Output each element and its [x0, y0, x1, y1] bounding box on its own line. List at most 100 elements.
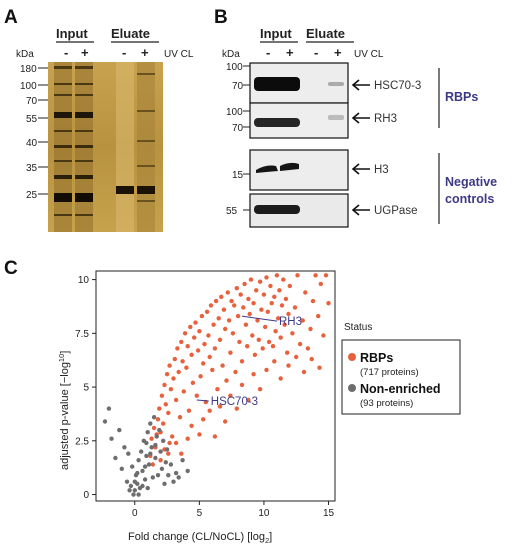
rbp-point [229, 298, 234, 304]
rbp-point [173, 440, 179, 446]
rbp-point [185, 436, 190, 441]
rbp-point [182, 331, 188, 336]
rbp-point [234, 286, 239, 291]
nonenriched-point [119, 466, 125, 471]
annotation-label: HSC70-3 [211, 396, 258, 408]
panel-a-cond-2: + [81, 45, 89, 60]
axis-ticks: 0 5 10 15 0 2.5 5 7.5 10 [75, 275, 334, 519]
rbp-point [305, 346, 311, 351]
rbp-point [238, 292, 243, 297]
nonenriched-point [153, 455, 158, 461]
rbp-point [179, 339, 184, 345]
chart-annotations: RH3 HSC70-3 [196, 315, 302, 408]
rbp-point [171, 376, 176, 381]
rbp-point [281, 277, 286, 282]
rbp-point [251, 301, 256, 306]
blot1-marker-70: 70 [232, 81, 244, 92]
panel-a-marker-25: 25 [26, 190, 38, 201]
rbp-point [172, 356, 177, 362]
rbp-point [207, 354, 212, 360]
rbp-point [326, 301, 331, 306]
rbp-point [251, 372, 256, 377]
rbp-point [225, 290, 230, 295]
rbp-point [167, 363, 172, 368]
panel-b-uv-label: UV CL [354, 49, 384, 60]
blot1-marker-100: 100 [226, 62, 243, 73]
x-tick-label: 15 [323, 508, 335, 519]
rbp-point [276, 316, 281, 321]
rbp-point [158, 458, 163, 463]
rbp-point [287, 283, 292, 289]
blot3-marker-15: 15 [232, 170, 244, 181]
nonenriched-point [136, 492, 141, 497]
rbp-point [186, 408, 192, 413]
rbp-point [201, 417, 206, 422]
panel-c-letter: C [4, 258, 18, 279]
panel-a-input-header: Input [56, 26, 88, 41]
rbp-point [313, 273, 318, 278]
gel-eluate-lanes [116, 62, 155, 232]
nonenriched-point [139, 449, 144, 454]
nonenriched-point [153, 442, 158, 448]
panel-a-marker-70: 70 [26, 96, 38, 107]
rbp-point [316, 313, 321, 319]
rbp-point [220, 363, 225, 368]
x-axis-label: Fold change (CL/NoCL) [log2] [128, 531, 272, 545]
rbp-point [150, 462, 155, 467]
rbp-point [286, 363, 291, 368]
rbp-point [189, 423, 194, 428]
blot-rh3: 100 70 RH3 [226, 102, 397, 139]
nonenriched-point [145, 430, 150, 435]
rbp-point [176, 369, 181, 375]
nonenriched-point [154, 434, 159, 439]
rbp-point [230, 331, 236, 336]
chart-legend: Status RBPs (717 proteins) Non-enriched … [341, 322, 461, 415]
panel-b-letter: B [214, 7, 228, 28]
rbp-point [213, 298, 219, 304]
rbp-point [204, 309, 210, 314]
nonenriched-point [157, 427, 162, 433]
rbp-point [252, 352, 258, 357]
rbp-point [323, 273, 329, 278]
y-tick-label: 0 [83, 490, 89, 501]
rbp-point [270, 344, 276, 349]
rbp-point [181, 389, 186, 394]
nonenriched-point [132, 479, 137, 484]
rbp-point [301, 369, 307, 375]
rbp-point [190, 380, 196, 385]
rbp-point [202, 341, 207, 347]
rbp-point [197, 329, 202, 334]
rbp-point [228, 393, 233, 398]
rbp-point [217, 404, 223, 409]
rbp-point [179, 451, 184, 456]
legend-rbps-count: (717 proteins) [360, 367, 419, 378]
legend-rbps-label: RBPs [360, 351, 393, 365]
nonenriched-point [142, 477, 148, 482]
rbp-point [246, 296, 251, 302]
rbp-point [221, 307, 227, 312]
rbp-point [248, 277, 254, 282]
rbp-point [166, 410, 171, 416]
blot2-marker-100: 100 [226, 107, 243, 118]
rbp-point [279, 303, 285, 308]
blot4-marker-55: 55 [226, 206, 238, 217]
rbp-point [175, 346, 180, 351]
blot-ugpase: 55 UGPase [226, 193, 417, 228]
rbp-point [263, 324, 268, 330]
rbp-point [282, 322, 287, 327]
rbp-point [272, 359, 277, 364]
rbp-point [184, 365, 189, 370]
rbp-point [294, 354, 299, 360]
rbp-point [303, 290, 308, 295]
rbp-point [235, 313, 241, 319]
nonenriched-point [161, 438, 166, 443]
rbp-point [308, 326, 313, 332]
blot2-protein-label: RH3 [374, 113, 397, 125]
gel-input-lanes [54, 62, 93, 232]
rbp-point [233, 369, 238, 375]
group-negative-label-2: controls [445, 192, 494, 206]
rbp-point [274, 273, 280, 278]
rbp-point [164, 372, 170, 377]
rbp-point [212, 346, 218, 351]
rbp-point [300, 318, 305, 323]
